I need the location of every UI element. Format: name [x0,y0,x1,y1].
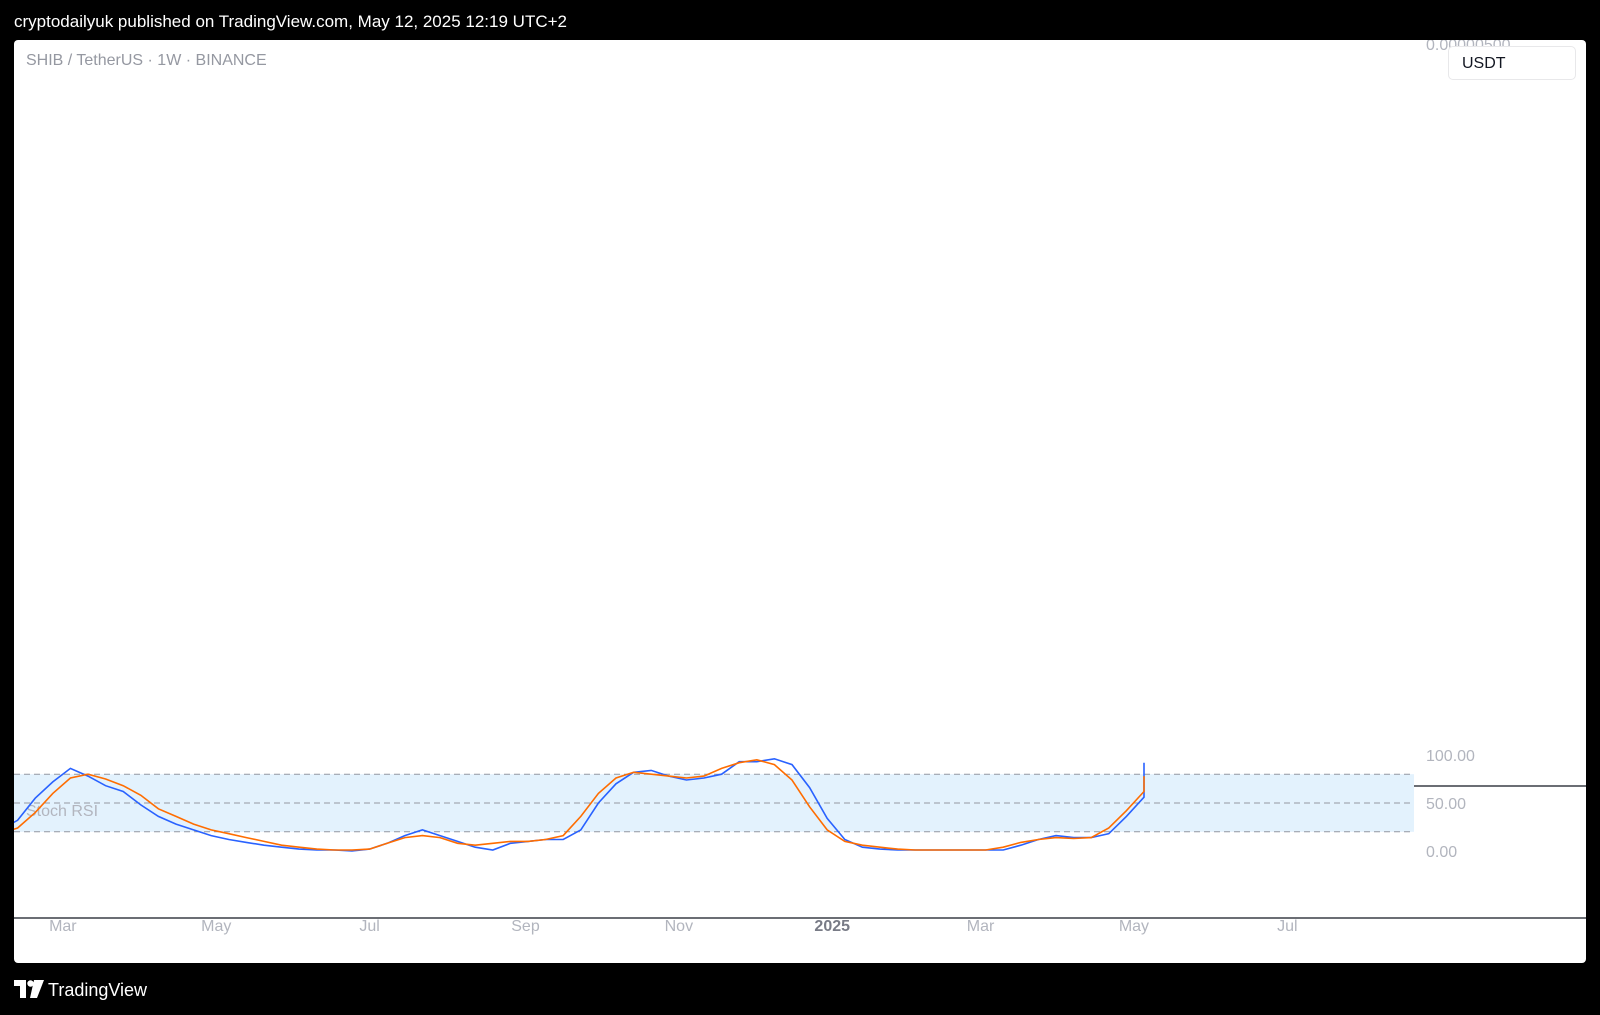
stoch-tick-label: 100.00 [1426,748,1475,765]
tradingview-logo-icon[interactable] [14,980,44,998]
time-tick-label: May [201,918,231,935]
stoch-tick-label: 0.00 [1426,844,1457,861]
chart-canvas[interactable]: Support0.382 (0.00001913)0.5 (0.00002186… [14,40,1586,963]
time-tick-label: 2025 [814,918,850,935]
time-tick-label: Sep [511,918,540,935]
time-tick-label: May [1119,918,1149,935]
symbol-label: SHIB / TetherUS · 1W · BINANCE [26,52,267,69]
currency-selector[interactable]: USDT [1448,46,1576,80]
chart-panel: Support0.382 (0.00001913)0.5 (0.00002186… [14,40,1586,963]
time-tick-label: Nov [665,918,693,935]
time-tick-label: Jul [1277,918,1297,935]
time-tick-label: Mar [967,918,995,935]
time-tick-label: Mar [49,918,77,935]
tradingview-brand: TradingView [48,980,148,1000]
publish-caption: cryptodailyuk published on TradingView.c… [14,12,567,31]
time-tick-label: Jul [359,918,379,935]
stoch-rsi-label: Stoch RSI [26,803,98,820]
stoch-tick-label: 50.00 [1426,796,1466,813]
stoch-series-d [14,758,1145,851]
footer-bar: TradingView [0,963,1600,1015]
